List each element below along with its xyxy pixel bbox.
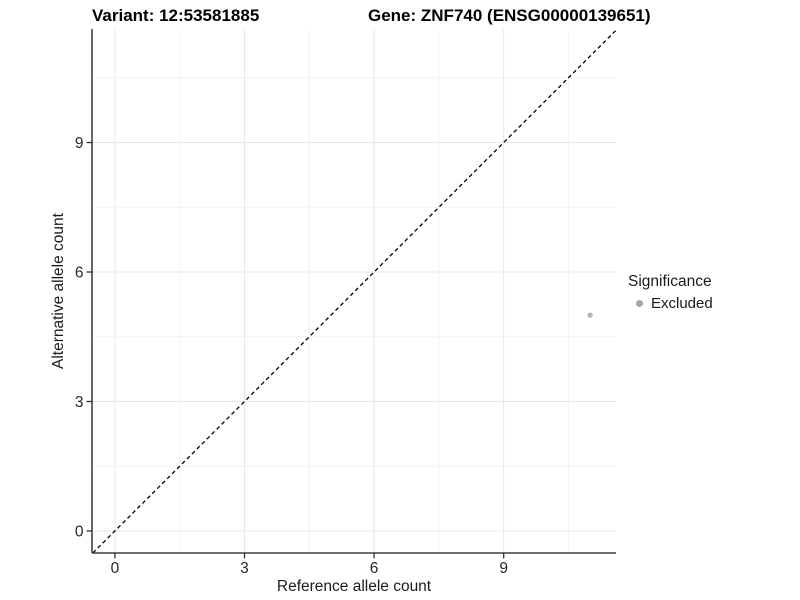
- y-axis-title: Alternative allele count: [50, 213, 67, 369]
- legend-label: Excluded: [651, 295, 713, 312]
- y-tick-label: 0: [75, 523, 84, 540]
- y-tick-label: 3: [75, 394, 84, 411]
- data-point: [587, 312, 593, 318]
- y-tick-label: 9: [75, 135, 84, 152]
- identity-line: [92, 29, 617, 554]
- plot-title-variant: Variant: 12:53581885: [92, 6, 260, 25]
- legend: Significance Excluded: [628, 273, 713, 313]
- x-tick-label: 6: [370, 560, 379, 577]
- x-tick-label: 9: [499, 560, 508, 577]
- legend-entries: Excluded: [628, 294, 713, 313]
- x-tick-label: 3: [240, 560, 249, 577]
- legend-entry: Excluded: [628, 294, 713, 313]
- legend-title: Significance: [628, 273, 712, 290]
- x-axis-title: Reference allele count: [276, 578, 432, 595]
- legend-key: [628, 294, 650, 313]
- x-tick-label: 0: [111, 560, 120, 577]
- legend-point-icon: [635, 300, 643, 307]
- y-tick-label: 6: [75, 265, 84, 282]
- plot-title-gene: Gene: ZNF740 (ENSG00000139651): [368, 6, 651, 25]
